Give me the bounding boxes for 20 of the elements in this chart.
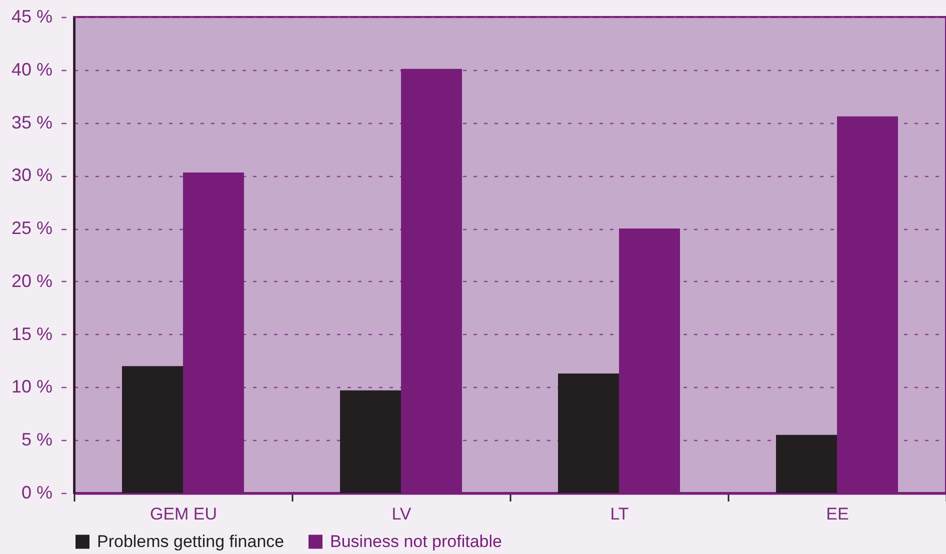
y-tick-label: 5 % (21, 430, 52, 450)
legend-label: Problems getting finance (97, 532, 284, 551)
y-tick-label: 45 % (11, 6, 52, 26)
bar (776, 434, 837, 493)
x-tick-label: LV (392, 504, 412, 524)
y-tick-label: 15 % (11, 324, 52, 344)
x-tick-label: EE (826, 504, 849, 524)
bar (558, 373, 619, 493)
y-tick-label: 0 % (21, 482, 52, 502)
bar (122, 366, 183, 493)
x-tick-label: LT (610, 504, 629, 524)
legend-label: Business not profitable (330, 532, 502, 551)
y-tick-label: 20 % (11, 270, 52, 291)
y-tick-label: 25 % (11, 218, 52, 238)
bar (340, 390, 401, 493)
x-tick-label: GEM EU (150, 504, 218, 524)
y-tick-label: 35 % (11, 112, 52, 132)
y-tick-label: 40 % (11, 59, 52, 80)
y-tick-label: 10 % (11, 376, 52, 397)
y-tick-label: 30 % (11, 165, 52, 186)
